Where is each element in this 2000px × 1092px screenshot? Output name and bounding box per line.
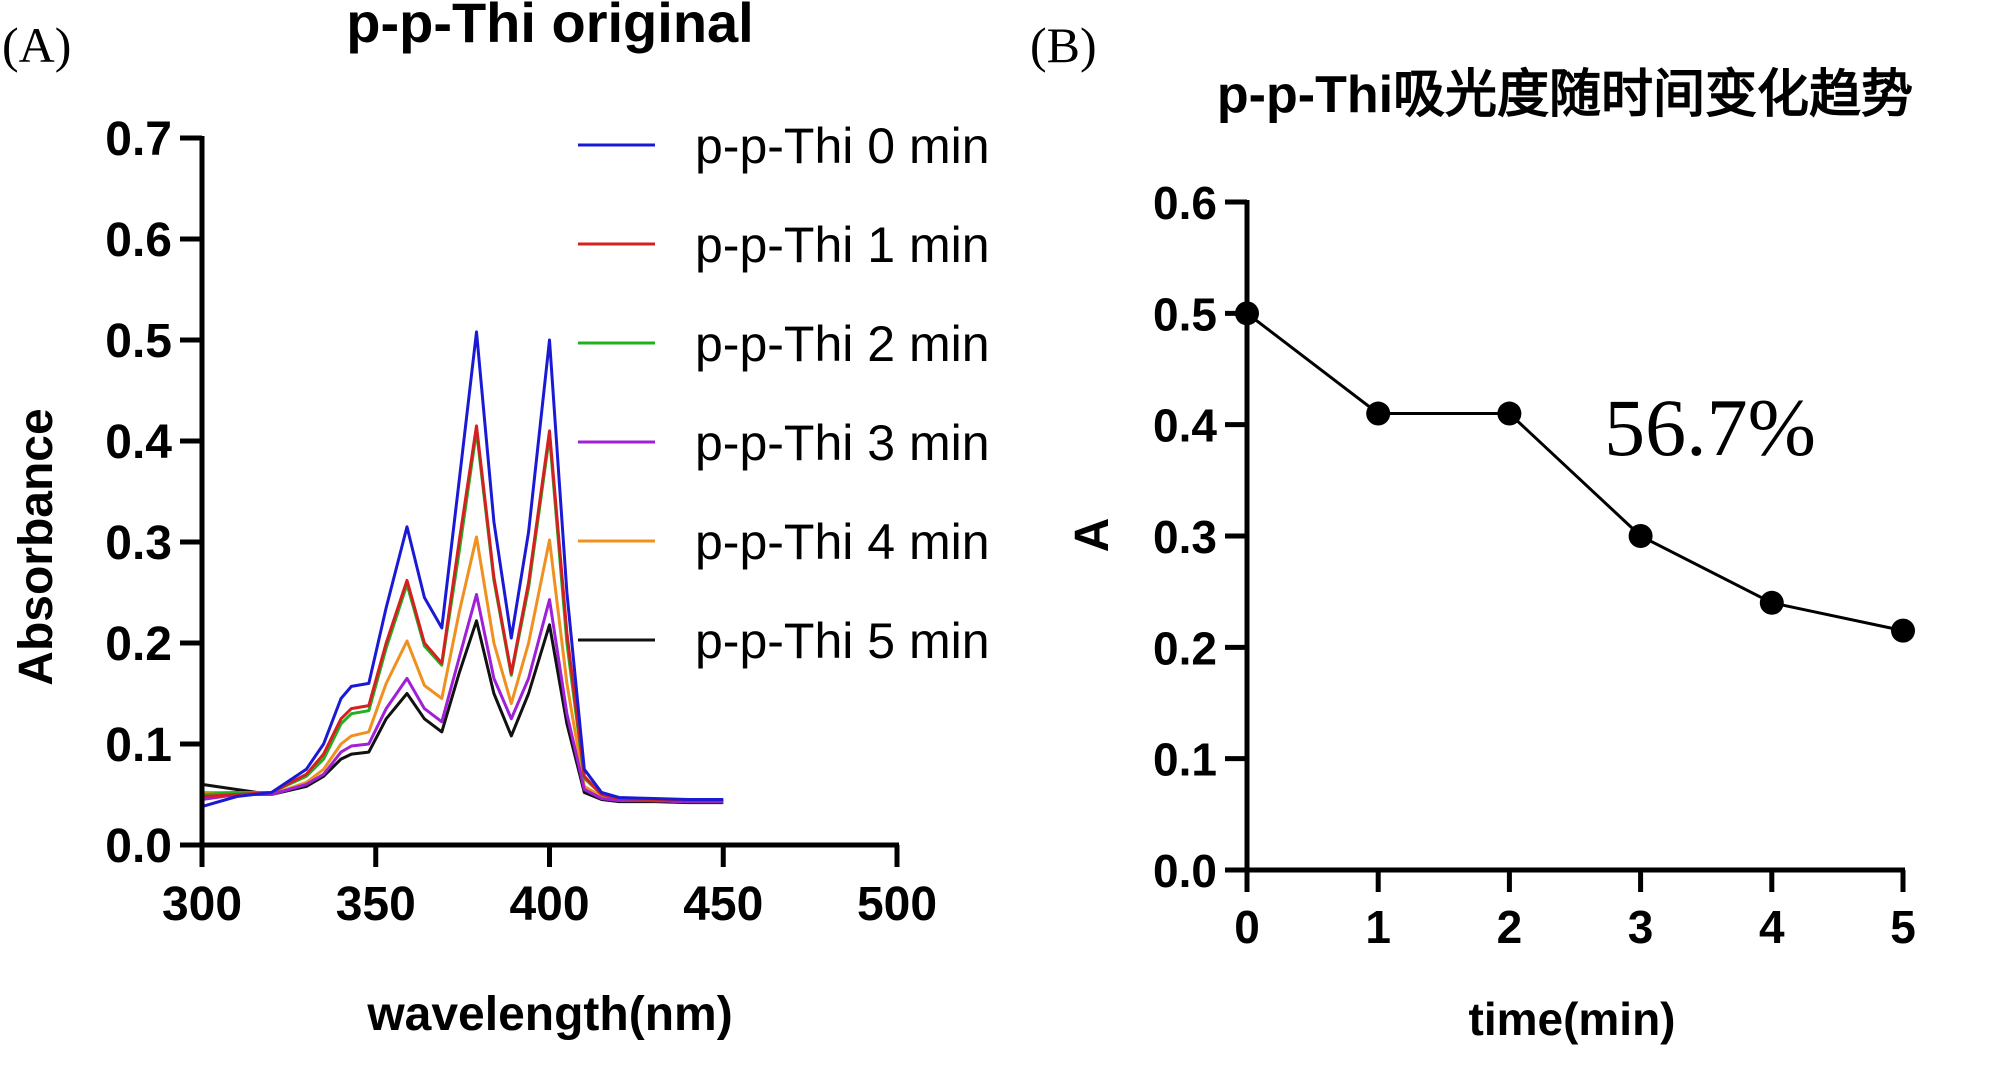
panel-b-data-point-0 <box>1235 301 1259 326</box>
panel-a-x-tick-label: 400 <box>509 878 589 931</box>
panel-a-y-tick-label: 0.2 <box>105 618 172 671</box>
panel-a-legend-label-1: p-p-Thi 1 min <box>695 217 990 273</box>
panel-b-data-point-5 <box>1891 618 1915 643</box>
panel-b-y-tick-label: 0.1 <box>1153 734 1217 786</box>
panel-b-y-tick-label: 0.6 <box>1153 177 1217 229</box>
panel-b-data-point-4 <box>1759 590 1784 615</box>
panel-b-series-group <box>1235 301 1915 643</box>
panel-b-y-tick-label: 0.2 <box>1153 622 1217 674</box>
panel-a-x-tick-label: 450 <box>683 878 763 931</box>
panel-b-x-tick-label: 1 <box>1365 901 1391 953</box>
panel-a-y-tick-label: 0.6 <box>105 214 172 267</box>
panel-a-label: (A) <box>2 17 71 73</box>
panel-a-y-tick-label: 0.1 <box>105 719 172 772</box>
panel-b-data-point-2 <box>1497 401 1522 426</box>
panel-a-series-line-1 <box>201 424 724 803</box>
panel-b-y-axis-label: A <box>1066 518 1119 553</box>
panel-a: (A) p-p-Thi original 0.00.10.20.30.40.50… <box>2 0 990 1041</box>
panel-a-series-group <box>201 330 724 809</box>
panel-a-series-line-0 <box>201 330 724 809</box>
panel-b: (B) p-p-Thi吸光度随时间变化趋势 0.0 0.1 0.2 0.3 0.4 0.5… <box>1030 17 1916 1045</box>
panel-a-legend-label-4: p-p-Thi 4 min <box>695 514 990 570</box>
panel-a-y-tick-label: 0.3 <box>105 517 172 570</box>
panel-a-y-tick-label: 0.4 <box>105 416 172 469</box>
panel-a-legend-label-2: p-p-Thi 2 min <box>695 316 990 372</box>
panel-b-data-point-1 <box>1366 401 1391 426</box>
panel-b-x-tick-label: 0 <box>1234 901 1260 953</box>
panel-b-annotation: 56.7% <box>1604 382 1816 473</box>
panel-b-x-tick-label: 3 <box>1628 901 1654 953</box>
panel-b-y-tick-label: 0.4 <box>1153 400 1217 452</box>
panel-b-y-tick-label: 0.5 <box>1153 288 1217 340</box>
panel-a-x-tick-label: 350 <box>336 878 416 931</box>
panel-b-series-line <box>1246 312 1904 633</box>
panel-a-y-tick-label: 0.5 <box>105 315 172 368</box>
panel-b-data-point-3 <box>1628 524 1653 548</box>
panel-a-legend-label-5: p-p-Thi 5 min <box>695 613 990 669</box>
panel-a-y-axis-label: Absorbance <box>10 408 63 685</box>
panel-a-series-line-3 <box>201 593 724 804</box>
panel-b-x-tick-label: 5 <box>1890 901 1916 953</box>
panel-a-legend-label-3: p-p-Thi 3 min <box>695 415 990 471</box>
panel-b-axes: 0.0 0.1 0.2 0.3 0.4 0.5 0.6 0 1 2 3 4 5 <box>1153 177 1916 953</box>
panel-a-x-tick-label: 500 <box>857 878 937 931</box>
panel-a-x-axis-label: wavelength(nm) <box>366 988 732 1041</box>
panel-b-x-axis-label: time(min) <box>1469 993 1676 1045</box>
panel-a-title: p-p-Thi original <box>346 0 753 54</box>
panel-a-legend: p-p-Thi 0 min p-p-Thi 1 min p-p-Thi 2 min p… <box>578 118 990 669</box>
panel-b-x-tick-label: 4 <box>1759 901 1785 953</box>
panel-b-y-tick-label: 0.3 <box>1153 511 1217 563</box>
panel-b-x-tick-label: 2 <box>1497 901 1523 953</box>
panel-b-title: p-p-Thi吸光度随时间变化趋势 <box>1217 66 1913 124</box>
panel-a-legend-label-0: p-p-Thi 0 min <box>695 118 990 174</box>
panel-b-label: (B) <box>1030 17 1097 73</box>
panel-b-y-tick-label: 0.0 <box>1153 845 1217 897</box>
panel-a-x-tick-label: 300 <box>162 878 242 931</box>
panel-a-series-line-2 <box>201 429 724 803</box>
panel-a-series-line-4 <box>202 535 724 804</box>
panel-a-axes: 0.0 0.1 0.2 0.3 0.4 0.5 0.6 0.7 300 350 400 450 500 <box>105 113 937 931</box>
panel-a-y-tick-label: 0.0 <box>105 820 172 873</box>
panel-a-y-tick-label: 0.7 <box>105 113 172 166</box>
